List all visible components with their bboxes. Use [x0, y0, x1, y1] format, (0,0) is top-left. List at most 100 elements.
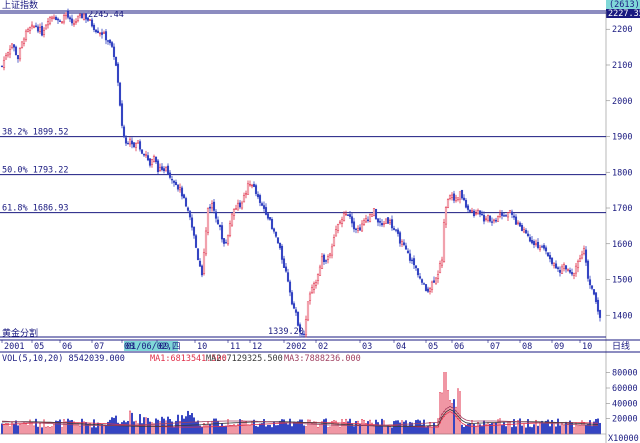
candle-body [550, 257, 554, 264]
volume-bar [135, 420, 137, 435]
candle-body [314, 281, 318, 286]
candle-body [220, 225, 224, 240]
volume-bar [385, 425, 387, 435]
candle-body [582, 248, 586, 254]
candle-body [530, 239, 534, 244]
candle-body [580, 254, 584, 259]
candle-body [252, 184, 256, 187]
time-label-8: 12 [252, 342, 262, 352]
candle-body [514, 216, 518, 225]
candle-body [160, 166, 164, 170]
volume-bar [517, 420, 519, 435]
volume-bar [153, 423, 155, 435]
candle-body [458, 191, 462, 200]
candle-body [92, 24, 96, 30]
volume-bar [519, 418, 521, 435]
volume-bar [325, 418, 327, 435]
volume-bar [397, 420, 399, 435]
volume-bar [395, 420, 397, 435]
candle-body [164, 167, 168, 172]
candle-body [172, 180, 176, 183]
candle-body [254, 185, 258, 194]
volume-bar [523, 423, 525, 435]
candle-body [332, 237, 336, 246]
candle-body [88, 19, 92, 21]
candle-body [152, 156, 156, 162]
volume-bar [53, 423, 55, 435]
volume-bar [67, 418, 69, 435]
candle-body [90, 19, 94, 27]
candle-body [496, 216, 500, 222]
candle-body [446, 199, 450, 208]
candle-body [472, 210, 476, 216]
candle-body [294, 309, 298, 313]
period-label[interactable]: 日线 [612, 340, 630, 352]
time-label-11: 03 [362, 342, 372, 352]
candle-body [312, 283, 316, 290]
volume-bar [401, 420, 403, 435]
candle-body [370, 214, 374, 217]
candle-body [190, 217, 194, 228]
volume-bar [311, 422, 313, 435]
volume-bar [115, 415, 117, 435]
candle-body [470, 210, 474, 212]
candle-body [174, 182, 178, 185]
candle-body [278, 242, 282, 249]
candle-body [452, 193, 456, 201]
candle-body [132, 142, 136, 148]
volume-bar [221, 423, 223, 435]
volume-bar [377, 422, 379, 435]
candle-body [50, 16, 54, 19]
volume-bar [459, 391, 461, 435]
candle-body [52, 16, 56, 20]
volume-bar [159, 421, 161, 435]
candle-body [562, 264, 566, 269]
candle-body [534, 243, 538, 245]
candle-body [256, 194, 260, 198]
candle-body [390, 219, 394, 229]
candle-body [42, 30, 46, 35]
candle-body [178, 186, 182, 191]
trough-label: 1339.20 [268, 327, 304, 337]
candle-body [356, 228, 360, 231]
candle-body [556, 267, 560, 270]
candle-body [60, 21, 64, 23]
volume-bar [123, 420, 125, 435]
candle-body [2, 59, 6, 69]
candle-body [158, 167, 162, 171]
volume-bar [363, 419, 365, 435]
volume-bar [45, 426, 47, 435]
volume-bar [487, 422, 489, 435]
candle-body [402, 242, 406, 245]
candle-body [70, 18, 74, 24]
time-label-1: 05 [34, 342, 44, 352]
candle-body [156, 160, 160, 173]
candle-body [364, 218, 368, 223]
volume-bar [573, 427, 575, 435]
volume-bar [579, 425, 581, 435]
volume-bar [415, 420, 417, 435]
volume-bar [373, 426, 375, 435]
candle-body [268, 217, 272, 220]
volume-bar [121, 422, 123, 435]
volume-bar [13, 423, 15, 435]
volume-bar [265, 426, 267, 435]
volume-bar [59, 419, 61, 435]
candle-body [210, 203, 214, 209]
candle-body [320, 256, 324, 269]
candle-body [350, 216, 354, 224]
volume-bar [463, 427, 465, 435]
candle-body [400, 241, 404, 245]
candle-body [10, 43, 14, 48]
volume-bar [109, 419, 111, 435]
time-label-17: 09 [554, 342, 564, 352]
volume-bar [457, 388, 459, 435]
candle-body [244, 193, 248, 195]
candle-body [38, 27, 42, 32]
candle-body [264, 207, 268, 215]
candle-body [122, 126, 126, 137]
candle-body [216, 219, 220, 225]
volume-bar [255, 425, 257, 435]
candle-body [84, 13, 88, 20]
